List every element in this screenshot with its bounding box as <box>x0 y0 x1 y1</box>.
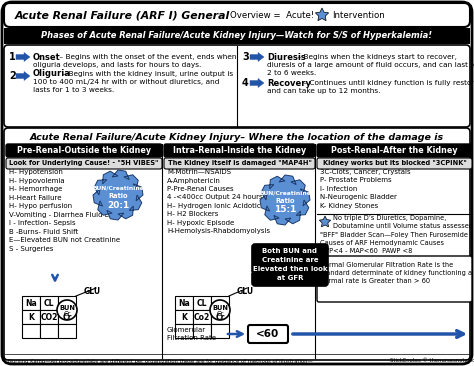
FancyBboxPatch shape <box>6 144 162 157</box>
Bar <box>40 310 58 324</box>
Text: 100 to 400 mL/24 hr with or without diuretics, and: 100 to 400 mL/24 hr with or without diur… <box>33 79 219 85</box>
Text: Diuresis: Diuresis <box>267 52 306 61</box>
Text: standard determinate of kidney functioning a: standard determinate of kidney functioni… <box>320 270 472 276</box>
Text: H- Hemorrhage: H- Hemorrhage <box>9 186 63 192</box>
Text: H- Hypotension: H- Hypotension <box>9 169 63 175</box>
Text: lasts for 1 to 3 weeks.: lasts for 1 to 3 weeks. <box>33 87 114 93</box>
Bar <box>175 296 193 310</box>
Text: Post-Renal-After the Kidney: Post-Renal-After the Kidney <box>331 146 458 155</box>
Circle shape <box>210 300 230 320</box>
Polygon shape <box>260 175 310 225</box>
Text: H- Hypoxic Episode: H- Hypoxic Episode <box>167 220 234 226</box>
Text: 2 to 6 weeks.: 2 to 6 weeks. <box>267 70 316 76</box>
FancyBboxPatch shape <box>252 244 328 286</box>
Bar <box>58 296 76 310</box>
Text: <60: <60 <box>256 329 280 339</box>
Text: Both BUN and: Both BUN and <box>263 248 318 254</box>
Bar <box>40 324 58 338</box>
Text: Intervention: Intervention <box>332 11 385 19</box>
Bar <box>40 296 58 310</box>
Text: 2: 2 <box>9 71 16 81</box>
Text: Nursing Kamp—All procedure/labs are different per organization these are for gui: Nursing Kamp—All procedure/labs are diff… <box>8 359 313 363</box>
FancyBboxPatch shape <box>248 325 288 343</box>
Text: H-Heart Failure: H-Heart Failure <box>9 194 62 201</box>
Polygon shape <box>93 170 143 220</box>
FancyBboxPatch shape <box>164 158 315 169</box>
Text: I- Infection: I- Infection <box>320 186 357 192</box>
Text: H– Hydrogen Ionic Acidotic: H– Hydrogen Ionic Acidotic <box>167 203 261 209</box>
Bar <box>22 296 40 310</box>
Text: CVP<4 - MAP<60  PAWP <8: CVP<4 - MAP<60 PAWP <8 <box>320 248 412 254</box>
Text: BUN/Creatinine: BUN/Creatinine <box>92 186 144 190</box>
Bar <box>211 310 229 324</box>
Text: BUN: BUN <box>212 305 228 311</box>
FancyBboxPatch shape <box>6 158 162 169</box>
Text: – Continues until kidney function is fully restored: – Continues until kidney function is ful… <box>301 80 474 86</box>
Bar <box>193 296 211 310</box>
Text: at GFR: at GFR <box>277 275 303 281</box>
Text: 3C-Clots, Cancer, Crystals: 3C-Clots, Cancer, Crystals <box>320 169 410 175</box>
Bar <box>58 324 76 338</box>
Bar <box>175 310 193 324</box>
Bar <box>22 310 40 324</box>
Text: E—Elevated BUN not Creatinine: E—Elevated BUN not Creatinine <box>9 237 120 243</box>
FancyBboxPatch shape <box>317 256 472 302</box>
FancyBboxPatch shape <box>4 45 470 127</box>
FancyBboxPatch shape <box>317 158 472 169</box>
Bar <box>211 324 229 338</box>
Text: Glomerular: Glomerular <box>167 327 206 333</box>
Text: H-Hemolysis-Rhabdomyolysis: H-Hemolysis-Rhabdomyolysis <box>167 228 270 235</box>
Text: Elevated then look: Elevated then look <box>253 266 328 272</box>
Text: 4 -<400cc Output 24 hours: 4 -<400cc Output 24 hours <box>167 194 263 201</box>
Text: – Begins with the kidney insult, urine output is: – Begins with the kidney insult, urine o… <box>60 71 233 77</box>
Bar <box>4 28 470 44</box>
Text: K: K <box>28 313 34 321</box>
Polygon shape <box>16 71 30 81</box>
Text: 4: 4 <box>242 78 249 88</box>
Text: 3: 3 <box>242 52 249 62</box>
Text: Intra-Renal-Inside the Kidney: Intra-Renal-Inside the Kidney <box>173 146 306 155</box>
Text: H- H2 Blockers: H- H2 Blockers <box>167 212 219 217</box>
Text: Oliguria: Oliguria <box>33 70 71 78</box>
Text: Dobutamine until Volume status assessed: Dobutamine until Volume status assessed <box>333 223 473 229</box>
Text: P-Pre-Renal Causes: P-Pre-Renal Causes <box>167 186 234 192</box>
Text: oliguria develops, and lasts for hours to days.: oliguria develops, and lasts for hours t… <box>33 62 201 68</box>
Text: B -Burns- Fluid Shift: B -Burns- Fluid Shift <box>9 228 78 235</box>
Text: H- Hypo perfusion: H- Hypo perfusion <box>9 203 72 209</box>
Polygon shape <box>250 78 264 87</box>
Polygon shape <box>319 216 331 227</box>
Bar <box>175 324 193 338</box>
Text: Pre-Renal-Outside the Kidney: Pre-Renal-Outside the Kidney <box>17 146 151 155</box>
Text: BUN: BUN <box>59 305 75 311</box>
Polygon shape <box>250 52 264 61</box>
Text: Na: Na <box>178 299 190 307</box>
Text: BUN/Creatinine: BUN/Creatinine <box>259 190 311 195</box>
Text: No triple D’s Diuretics, Dopamine,: No triple D’s Diuretics, Dopamine, <box>333 215 446 221</box>
Text: 1: 1 <box>9 52 16 62</box>
FancyBboxPatch shape <box>4 128 470 360</box>
Text: H- Hypovolemia: H- Hypovolemia <box>9 178 64 183</box>
FancyBboxPatch shape <box>4 3 470 27</box>
Text: Normal Glomerular Filtration Rate is the: Normal Glomerular Filtration Rate is the <box>320 262 453 268</box>
Text: Cr: Cr <box>62 313 72 321</box>
Text: diuresis of a large amount of fluid occurs, and can last for: diuresis of a large amount of fluid occu… <box>267 62 474 68</box>
Text: – Begins with the onset of the event, ends when: – Begins with the onset of the event, en… <box>57 54 237 60</box>
Text: I - Infection- Sepsis: I - Infection- Sepsis <box>9 220 76 226</box>
Text: Look for Underlying Cause! - "5H VIBES": Look for Underlying Cause! - "5H VIBES" <box>9 161 159 167</box>
FancyBboxPatch shape <box>317 144 472 157</box>
Circle shape <box>57 300 77 320</box>
Text: GLU: GLU <box>84 288 101 296</box>
Text: The Kidney itself is damaged "MAP4H": The Kidney itself is damaged "MAP4H" <box>168 161 311 167</box>
Text: "BFF" Bladder Scan—Foley Then Furosemide: "BFF" Bladder Scan—Foley Then Furosemide <box>320 232 468 238</box>
Text: and can take up to 12 months.: and can take up to 12 months. <box>267 88 381 94</box>
Text: 20:1: 20:1 <box>107 201 129 209</box>
Text: Co2: Co2 <box>194 313 210 321</box>
Text: Phases of Acute Renal Failure/Acute Kidney Injury—Watch for S/S of Hyperkalemia!: Phases of Acute Renal Failure/Acute Kidn… <box>41 31 433 41</box>
Text: Ratio: Ratio <box>275 198 295 204</box>
Text: Na: Na <box>25 299 37 307</box>
Text: normal rate is Greater than > 60: normal rate is Greater than > 60 <box>320 278 430 284</box>
Bar <box>211 296 229 310</box>
Text: M-Motrin—NSAIDS: M-Motrin—NSAIDS <box>167 169 231 175</box>
Bar <box>58 310 76 324</box>
